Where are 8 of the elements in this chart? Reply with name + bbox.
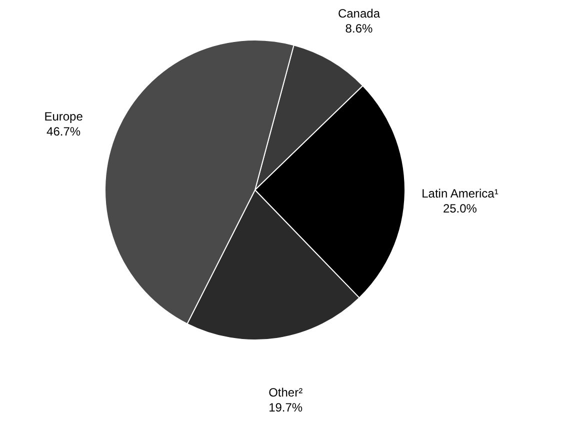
- data-label: 46.7%: [46, 124, 81, 139]
- data-label: 25.0%: [442, 201, 478, 216]
- slice-label: Europe: [44, 110, 84, 124]
- slice-label: Other²: [268, 386, 303, 400]
- data-label: 19.7%: [268, 400, 303, 415]
- slice-label: Canada: [338, 6, 380, 20]
- slice-label: Latin America¹: [422, 186, 498, 200]
- data-label: 8.6%: [345, 21, 373, 36]
